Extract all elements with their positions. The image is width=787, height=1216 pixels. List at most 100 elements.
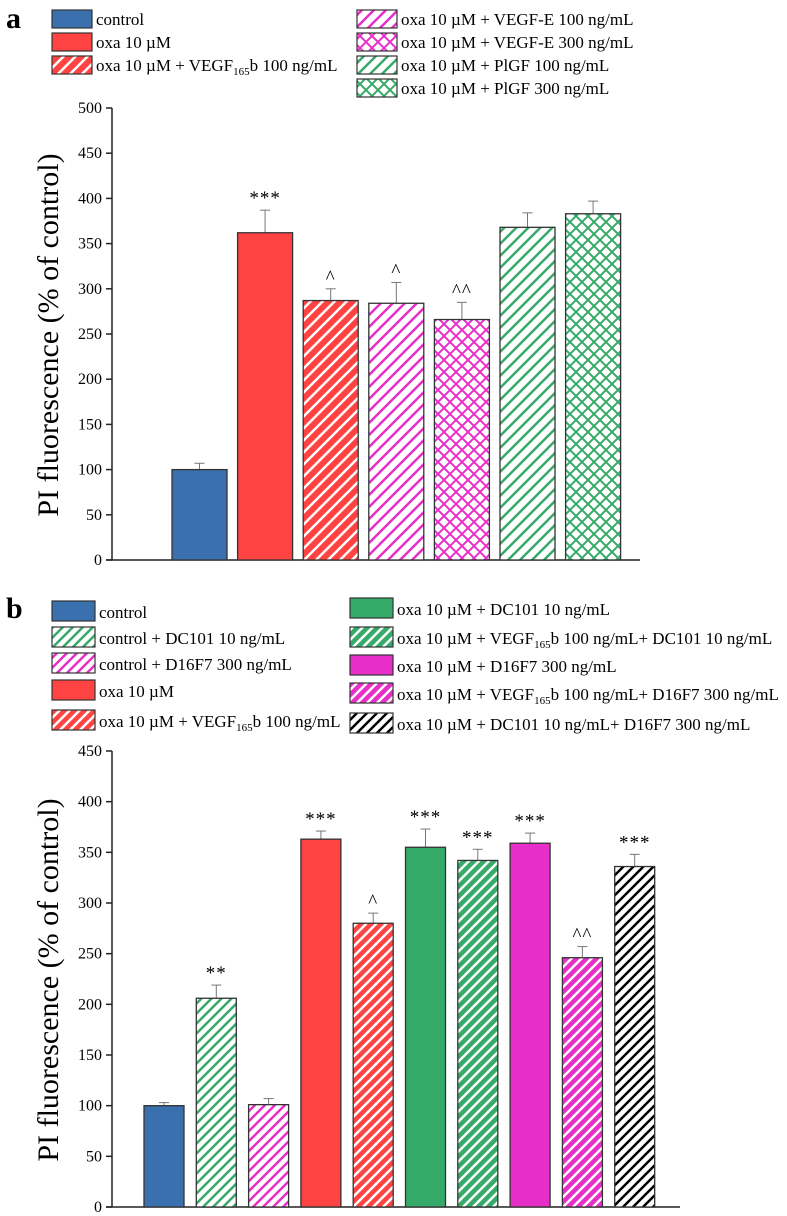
legend-subscript: 165 (534, 639, 551, 651)
bar-group: ^^ (561, 925, 604, 1208)
legend-label: oxa 10 µM + D16F7 300 ng/mL (397, 657, 617, 676)
bar (614, 865, 656, 1208)
legend-swatch (51, 626, 96, 648)
y-tick-label: 0 (94, 1199, 102, 1216)
legend-swatch (349, 682, 394, 704)
significance-label: *** (249, 188, 281, 209)
bar (368, 302, 425, 561)
bar-group (171, 462, 228, 561)
significance-label: *** (410, 807, 442, 828)
bar-group (143, 1102, 185, 1208)
legend-item: oxa 10 µM + DC101 10 ng/mL+ D16F7 300 ng… (349, 712, 750, 734)
y-tick-label: 350 (78, 844, 102, 861)
legend-swatch (51, 679, 96, 701)
bar-group (499, 212, 556, 561)
bar-group (247, 1098, 290, 1208)
bar (302, 299, 359, 561)
panel-label-a: a (6, 2, 21, 35)
legend-label: control (96, 10, 144, 29)
legend-text: oxa 10 µM (99, 682, 174, 701)
legend-item: oxa 10 µM + VEGF165b 100 ng/mL+ D16F7 30… (349, 682, 779, 707)
legend-subscript: 165 (236, 722, 253, 734)
legend-label: oxa 10 µM + DC101 10 ng/mL (397, 600, 610, 619)
y-tick-label: 350 (78, 236, 102, 253)
legend-swatch (51, 55, 93, 75)
significance-label: *** (462, 827, 494, 848)
bar-group: ** (195, 963, 237, 1208)
legend-text: oxa 10 µM + VEGF-E 100 ng/mL (401, 10, 634, 29)
legend-text: control (99, 603, 147, 622)
legend-swatch (51, 600, 96, 622)
significance-label: ^ (391, 260, 401, 281)
legend-text: oxa 10 µM + VEGF-E 300 ng/mL (401, 33, 634, 52)
legend-label: oxa 10 µM + VEGF-E 300 ng/mL (401, 33, 634, 52)
legend-item: oxa 10 µM + VEGF165b 100 ng/mL (51, 709, 341, 734)
legend-label: control + D16F7 300 ng/mL (99, 655, 292, 674)
legend-text: b 100 ng/mL (250, 56, 338, 75)
legend-label: oxa 10 µM + PlGF 100 ng/mL (401, 56, 609, 75)
legend-item: oxa 10 µM (51, 32, 171, 52)
legend-label: oxa 10 µM (96, 33, 171, 52)
legend-label: oxa 10 µM (99, 682, 174, 701)
significance-label: *** (514, 811, 546, 832)
y-tick-label: 450 (78, 145, 102, 162)
legend-text: control + D16F7 300 ng/mL (99, 655, 292, 674)
bar-group: ^^ (433, 280, 491, 561)
bar (247, 1104, 290, 1208)
bar-group: *** (509, 811, 551, 1208)
bar (236, 232, 294, 561)
bar (509, 842, 551, 1208)
legend-item: oxa 10 µM + VEGF165b 100 ng/mL (51, 55, 338, 78)
legend-text: oxa 10 µM + PlGF 300 ng/mL (401, 79, 609, 98)
y-tick-label: 50 (86, 1148, 102, 1165)
bar-group: *** (236, 188, 294, 561)
bar-group: *** (404, 807, 447, 1208)
legend-text: oxa 10 µM + DC101 10 ng/mL+ D16F7 300 ng… (397, 715, 750, 734)
legend-item: control + D16F7 300 ng/mL (51, 652, 292, 674)
y-tick-label: 150 (78, 416, 102, 433)
legend-item: control + DC101 10 ng/mL (51, 626, 285, 648)
y-tick-label: 450 (78, 743, 102, 760)
y-tick-label: 150 (78, 1047, 102, 1064)
legend-item: control (51, 600, 147, 622)
legend-swatch (349, 654, 394, 676)
legend-text: oxa 10 µM + VEGF (397, 629, 534, 648)
y-tick-label: 400 (78, 190, 102, 207)
bar-group: ^ (302, 267, 359, 561)
bar (433, 318, 491, 561)
legend-item: oxa 10 µM + D16F7 300 ng/mL (349, 654, 617, 676)
legend-text: oxa 10 µM + VEGF (96, 56, 233, 75)
legend-text: b 100 ng/mL (253, 712, 341, 731)
legend-label: oxa 10 µM + VEGF165b 100 ng/mL+ DC101 10… (397, 629, 772, 651)
legend-item: oxa 10 µM (51, 679, 174, 701)
legend-swatch (356, 78, 398, 98)
legend-label: control (99, 603, 147, 622)
legend-swatch (356, 9, 398, 29)
y-tick-label: 200 (78, 996, 102, 1013)
legend-item: control (51, 9, 144, 29)
legend-swatch (349, 626, 394, 648)
significance-label: ^ (326, 267, 336, 288)
significance-label: ^ (368, 891, 378, 912)
legend-swatch (51, 652, 96, 674)
legend-text: oxa 10 µM + D16F7 300 ng/mL (397, 657, 617, 676)
y-tick-label: 100 (78, 462, 102, 479)
bar-group: ^ (368, 260, 425, 561)
legend-text: oxa 10 µM (96, 33, 171, 52)
legend-item: oxa 10 µM + PlGF 300 ng/mL (356, 78, 609, 98)
y-tick-label: 200 (78, 371, 102, 388)
bar (457, 859, 499, 1208)
legend-item: oxa 10 µM + PlGF 100 ng/mL (356, 55, 609, 75)
legend-text: control (96, 10, 144, 29)
bar-group: *** (614, 832, 656, 1208)
bar (561, 957, 604, 1208)
legend-label: oxa 10 µM + PlGF 300 ng/mL (401, 79, 609, 98)
bar (300, 838, 342, 1208)
y-tick-label: 0 (94, 552, 102, 569)
legend-swatch (349, 597, 394, 619)
bar (195, 997, 237, 1208)
bar (564, 213, 622, 561)
legend-subscript: 165 (233, 66, 250, 78)
legend-text: oxa 10 µM + VEGF (99, 712, 236, 731)
